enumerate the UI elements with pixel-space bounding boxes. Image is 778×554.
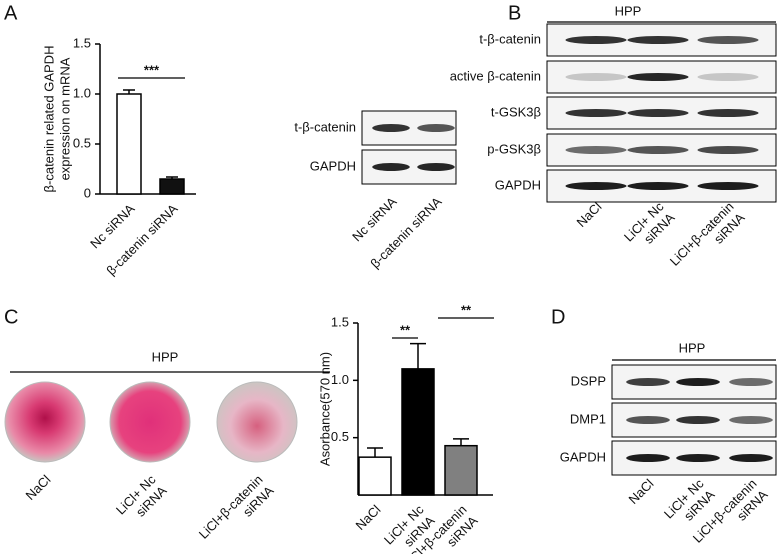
error-bar <box>410 342 426 369</box>
y-tick-label: 1.0 <box>73 85 91 100</box>
x-tick-label: NaCl <box>353 502 384 533</box>
blot-band <box>565 182 627 190</box>
blot-band <box>697 182 759 190</box>
blot-band <box>565 36 627 44</box>
blot-band <box>676 378 720 386</box>
row-label: active β-catenin <box>450 68 541 83</box>
blot-band <box>627 182 689 190</box>
blot-band <box>729 378 773 386</box>
row-label: t-β-catenin <box>479 31 541 46</box>
blot-band <box>626 416 670 424</box>
row-label: p-GSK3β <box>487 141 541 156</box>
row-label: GAPDH <box>495 177 541 192</box>
blot-band <box>627 109 689 117</box>
panel-label: A <box>4 2 18 24</box>
error-bar <box>453 438 469 446</box>
bar <box>401 368 435 496</box>
significance-label: *** <box>144 62 160 77</box>
significance-label: ** <box>400 322 411 337</box>
blot-band <box>626 454 670 462</box>
y-axis-label: β-catenin related GAPDH <box>41 46 56 193</box>
blot-band <box>372 124 410 132</box>
blot-band <box>372 163 410 171</box>
y-tick-label: 1.0 <box>331 372 349 387</box>
panel-label: B <box>508 2 521 24</box>
blot-band <box>417 163 455 171</box>
blot-band <box>565 146 627 154</box>
blot-header: HPP <box>615 3 642 18</box>
y-tick-label: 0 <box>84 185 91 200</box>
blot-header: HPP <box>679 340 706 355</box>
panel-label: D <box>551 306 565 328</box>
bar <box>444 444 478 496</box>
y-tick-label: 0.5 <box>331 429 349 444</box>
error-bar <box>166 176 178 179</box>
lane-label: NaCl <box>574 199 605 230</box>
blot-band <box>627 73 689 81</box>
row-label: DSPP <box>571 373 606 388</box>
row-label: DMP1 <box>570 411 606 426</box>
error-bar <box>367 447 383 458</box>
blot-band <box>626 378 670 386</box>
blot-band <box>627 36 689 44</box>
row-label: GAPDH <box>560 449 606 464</box>
blot-band <box>417 124 455 132</box>
blot-band <box>729 454 773 462</box>
stained-dish <box>216 381 298 463</box>
blot-band <box>565 109 627 117</box>
error-bar <box>123 89 135 94</box>
blot-band <box>627 146 689 154</box>
lane-label: NaCl <box>626 476 657 507</box>
blot-band <box>697 109 759 117</box>
blot-band <box>676 454 720 462</box>
blot-band <box>565 73 627 81</box>
stained-dish <box>4 381 86 463</box>
blot-band <box>676 416 720 424</box>
lane-label: NaCl <box>23 472 54 503</box>
blot-band <box>697 73 759 81</box>
blot-band <box>697 36 759 44</box>
panel-label: C <box>4 306 18 328</box>
blot-band <box>729 416 773 424</box>
bar <box>358 456 392 496</box>
y-tick-label: 1.5 <box>331 314 349 329</box>
row-label: t-β-catenin <box>294 119 356 134</box>
significance-label: ** <box>461 302 472 317</box>
staining-header: HPP <box>152 349 179 364</box>
y-tick-label: 1.5 <box>73 35 91 50</box>
bar <box>159 178 185 195</box>
y-axis-label: expression on mRNA <box>57 57 72 180</box>
blot-band <box>697 146 759 154</box>
row-label: t-GSK3β <box>491 104 541 119</box>
y-tick-label: 0.5 <box>73 135 91 150</box>
y-axis-label: Asorbance(570 nm) <box>317 352 332 466</box>
bar <box>116 93 142 195</box>
row-label: GAPDH <box>310 158 356 173</box>
stained-dish <box>109 381 191 463</box>
